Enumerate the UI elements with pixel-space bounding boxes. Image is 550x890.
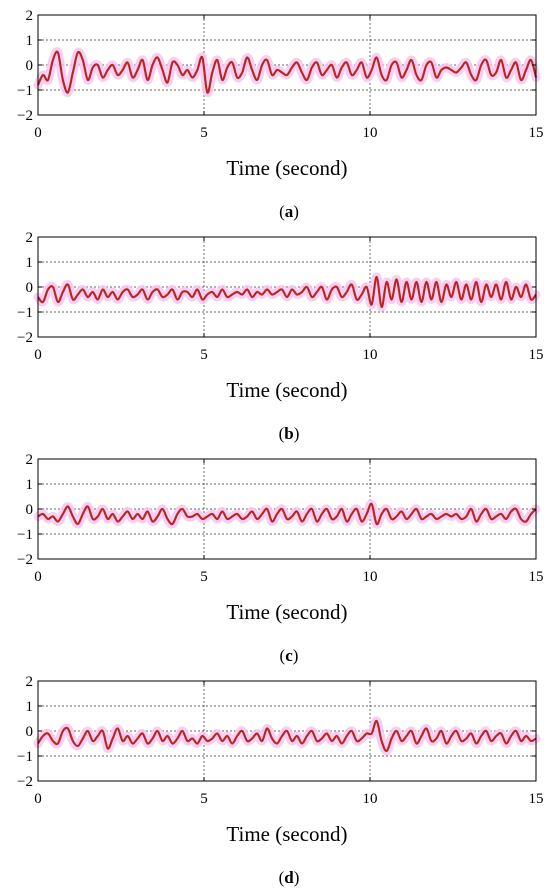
y-tick-label: −1	[17, 305, 33, 321]
panel-label: (c)	[280, 646, 299, 665]
x-tick-label: 15	[529, 791, 544, 807]
y-tick-label: −2	[17, 108, 33, 124]
y-tick-label: 2	[26, 230, 34, 246]
x-axis-label: Time (second)	[226, 156, 347, 180]
y-tick-label: 0	[26, 502, 34, 518]
y-tick-label: 2	[26, 452, 34, 468]
y-tick-label: 0	[26, 724, 34, 740]
y-tick-label: 1	[26, 477, 34, 493]
y-tick-label: −1	[17, 527, 33, 543]
series-line	[37, 503, 537, 525]
x-tick-label: 15	[529, 347, 544, 363]
x-tick-label: 5	[200, 569, 208, 585]
x-tick-label: 0	[34, 125, 42, 141]
panel-label-open: (	[280, 646, 286, 665]
x-tick-label: 5	[200, 347, 208, 363]
series-line	[37, 50, 537, 94]
x-tick-label: 0	[34, 347, 42, 363]
series-line	[37, 720, 537, 752]
panel-label-letter: c	[285, 646, 293, 665]
y-tick-label: −2	[17, 552, 33, 568]
y-tick-label: 2	[26, 674, 34, 690]
x-axis-label: Time (second)	[226, 378, 347, 402]
x-tick-label: 0	[34, 569, 42, 585]
panel-label: (a)	[279, 202, 299, 221]
panel-label-letter: b	[284, 424, 293, 443]
panel-label-open: (	[279, 202, 285, 221]
y-tick-label: 1	[26, 33, 34, 49]
panel-label-close: )	[293, 202, 299, 221]
panel-label-close: )	[294, 868, 300, 887]
y-tick-label: 1	[26, 255, 34, 271]
series-band	[33, 47, 541, 98]
x-axis-label: Time (second)	[226, 600, 347, 624]
y-tick-label: 1	[26, 699, 34, 715]
y-tick-label: −1	[17, 83, 33, 99]
panel-label: (d)	[279, 868, 300, 887]
y-tick-label: −1	[17, 749, 33, 765]
panel-label-letter: d	[284, 868, 294, 887]
x-tick-label: 10	[363, 569, 378, 585]
panel-label-close: )	[294, 424, 300, 443]
y-tick-label: 0	[26, 58, 34, 74]
series-line	[37, 276, 537, 308]
x-tick-label: 15	[529, 125, 544, 141]
y-tick-label: −2	[17, 774, 33, 790]
x-tick-label: 0	[34, 791, 42, 807]
x-tick-label: 10	[363, 347, 378, 363]
x-tick-label: 5	[200, 791, 208, 807]
panel-label-letter: a	[285, 202, 294, 221]
y-tick-label: 2	[26, 8, 34, 24]
panel-label-open: (	[279, 868, 285, 887]
x-tick-label: 10	[363, 791, 378, 807]
x-tick-label: 15	[529, 569, 544, 585]
x-tick-label: 5	[200, 125, 208, 141]
y-tick-label: 0	[26, 280, 34, 296]
y-tick-label: −2	[17, 330, 33, 346]
panel-label-close: )	[293, 646, 299, 665]
x-tick-label: 10	[363, 125, 378, 141]
panel-label: (b)	[279, 424, 300, 443]
x-axis-label: Time (second)	[226, 822, 347, 846]
panel-label-open: (	[279, 424, 285, 443]
